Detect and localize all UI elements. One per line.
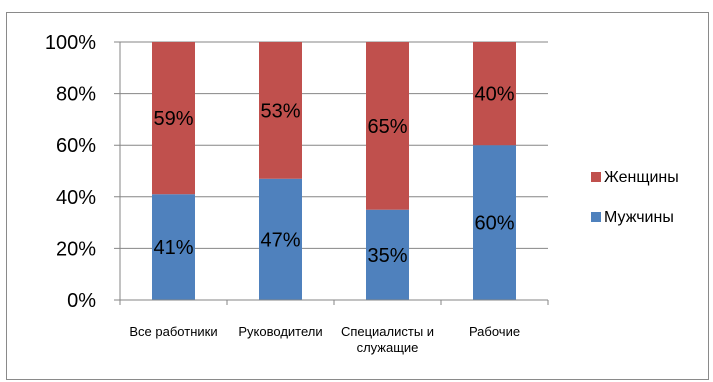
bar-men: [152, 194, 195, 300]
y-tick-label: 80%: [56, 84, 96, 106]
data-label: 60%: [474, 213, 514, 235]
data-label: 53%: [260, 100, 300, 122]
bar-women: [366, 42, 409, 210]
bar-women: [259, 42, 302, 179]
bar-men: [259, 178, 302, 300]
data-label: 40%: [474, 84, 514, 106]
y-tick-label: 40%: [56, 187, 96, 209]
y-tick-label: 100%: [45, 32, 96, 54]
x-tick-label: Руководители: [238, 324, 322, 339]
bar-women: [473, 42, 516, 146]
x-tick-label: Рабочие: [469, 324, 520, 339]
legend-swatch: [591, 172, 601, 182]
data-label: 41%: [153, 237, 193, 259]
data-label: 59%: [153, 108, 193, 130]
data-label: 65%: [367, 116, 407, 138]
x-tick-label: служащие: [357, 340, 419, 355]
y-tick-label: 20%: [56, 238, 96, 260]
bar-men: [366, 209, 409, 300]
legend-swatch: [591, 212, 601, 222]
data-label: 47%: [260, 229, 300, 251]
y-tick-label: 60%: [56, 135, 96, 157]
bar-men: [473, 145, 516, 300]
bar-women: [152, 42, 195, 195]
y-tick-label: 0%: [67, 290, 96, 312]
legend-label: Мужчины: [604, 209, 674, 226]
x-tick-label: Специалисты и: [341, 324, 434, 339]
x-tick-label: Все работники: [129, 324, 217, 339]
legend-label: Женщины: [604, 169, 679, 186]
data-label: 35%: [367, 245, 407, 267]
chart-frame: [6, 12, 709, 380]
